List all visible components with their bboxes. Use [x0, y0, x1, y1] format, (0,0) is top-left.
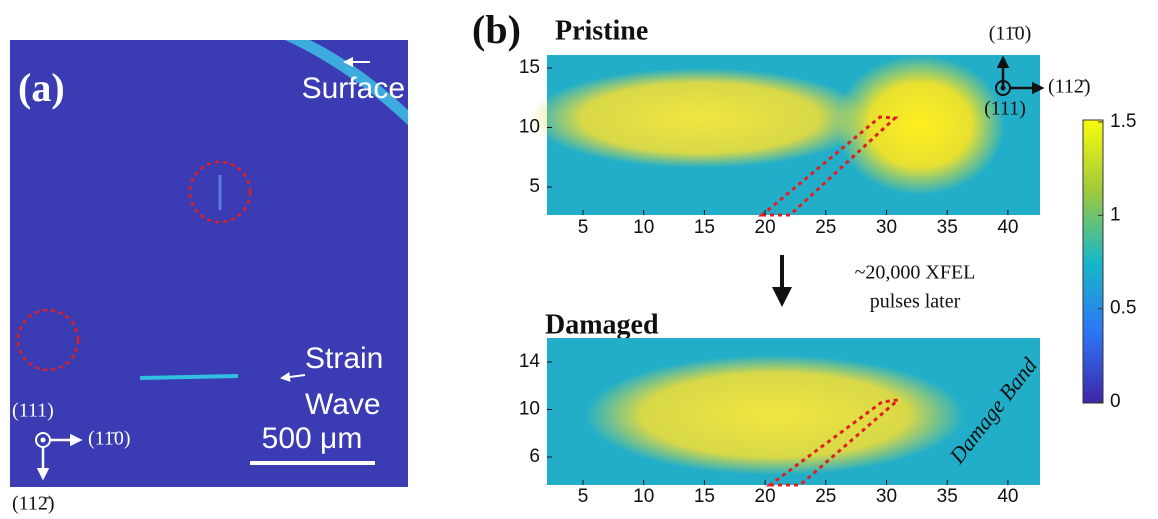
y-tick-label: 6	[529, 446, 540, 467]
x-tick-label: 30	[876, 486, 897, 507]
x-tick-label: 10	[633, 217, 654, 238]
x-tick-label: 25	[815, 486, 836, 507]
x-tick-label: 10	[633, 486, 654, 507]
y-tick-label: 10	[519, 117, 540, 138]
x-tick-label: 20	[755, 217, 776, 238]
x-tick-label: 30	[876, 217, 897, 238]
x-tick-label: 25	[815, 217, 836, 238]
colorbar-label: 0.5	[1110, 298, 1136, 319]
map-title: Pristine	[555, 15, 648, 46]
colorbar	[1082, 119, 1104, 404]
annotation: Wave	[305, 388, 381, 421]
micrograph	[10, 40, 408, 487]
axis-symbol	[40, 437, 46, 443]
y-tick-label: 10	[519, 399, 540, 420]
annotation: Strain	[305, 342, 383, 375]
x-tick-label: 35	[937, 486, 958, 507]
y-tick-label: 15	[519, 57, 540, 78]
axis-symbol	[995, 80, 1011, 96]
x-tick-label: 35	[937, 217, 958, 238]
marker-circle	[16, 308, 80, 372]
damage-band-outline	[757, 115, 899, 217]
map-title: Damaged	[545, 309, 659, 340]
colorbar-label: 0	[1110, 391, 1121, 412]
x-tick-label: 5	[578, 486, 589, 507]
direction-label: (11̄0)	[88, 428, 131, 450]
colorbar-label: 1.5	[1110, 111, 1136, 132]
panel-b: (b) Pristine Damaged Damage Band ~20,000…	[472, 7, 1104, 487]
x-tick-label: 15	[694, 486, 715, 507]
annotation: Surface	[302, 72, 405, 105]
direction-label: (112̄)	[1048, 76, 1091, 98]
scale-label: 500 μm	[262, 422, 363, 455]
axis-symbol	[1000, 85, 1006, 91]
colorbar-label: 1	[1110, 204, 1121, 225]
caption: pulses later	[870, 291, 961, 313]
x-tick-label: 40	[997, 217, 1018, 238]
heatmap-region	[530, 68, 870, 168]
direction-label: (111)	[984, 98, 1026, 120]
panel-label: (b)	[472, 7, 521, 52]
damage-band-outline	[765, 397, 903, 487]
direction-label: (11̄0)	[989, 23, 1032, 45]
x-tick-label: 15	[694, 217, 715, 238]
direction-label: (112̄)	[12, 493, 55, 515]
y-tick-label: 14	[519, 351, 541, 372]
y-tick-label: 5	[529, 176, 540, 197]
heatmap-region	[835, 55, 1005, 195]
x-tick-label: 40	[997, 486, 1018, 507]
x-tick-label: 5	[578, 217, 589, 238]
panel-a: (a) Surface Strain Wave 500 μm (111) (11…	[10, 40, 408, 515]
strain-wave-feature	[139, 374, 239, 380]
caption: ~20,000 XFEL	[855, 262, 976, 284]
panel-label: (a)	[18, 65, 65, 110]
x-tick-label: 20	[755, 486, 776, 507]
heatmap-region	[585, 355, 965, 475]
arrow	[280, 372, 306, 382]
marker-circle	[188, 160, 252, 224]
direction-label: (111)	[12, 400, 54, 422]
